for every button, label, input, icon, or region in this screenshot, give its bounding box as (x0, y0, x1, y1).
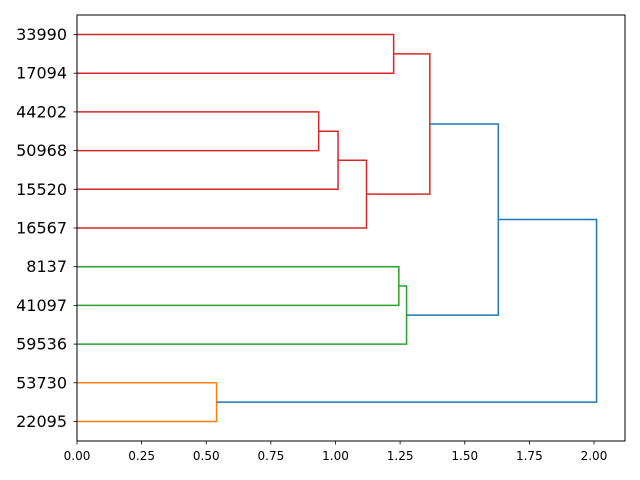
x-tick-label: 1.50 (451, 449, 478, 463)
x-axis: 0.00 0.25 0.50 0.75 1.00 1.25 1.50 1.75 2.00 (64, 441, 608, 463)
x-tick-label: 0.00 (64, 449, 91, 463)
dendrogram-link (77, 159, 368, 229)
leaf-label: 41097 (16, 296, 67, 315)
x-tick-label: 0.25 (128, 449, 155, 463)
leaf-label: 44202 (16, 102, 67, 121)
x-tick-label: 1.75 (516, 449, 543, 463)
dendrogram-link (216, 218, 598, 403)
leaf-label: 59536 (16, 335, 67, 354)
x-tick-label: 1.25 (387, 449, 414, 463)
x-tick-label: 2.00 (581, 449, 608, 463)
leaf-label: 53730 (16, 373, 67, 392)
leaf-labels: 33990 17094 44202 50968 15520 16567 8137 41097 5… (16, 25, 77, 431)
leaf-label: 15520 (16, 180, 67, 199)
x-tick-label: 0.75 (258, 449, 285, 463)
x-tick-label: 1.00 (322, 449, 349, 463)
dendrogram-link (77, 130, 339, 191)
dendrogram-links (77, 33, 598, 423)
leaf-label: 17094 (16, 64, 67, 83)
leaf-label: 8137 (26, 257, 67, 276)
leaf-label: 50968 (16, 141, 67, 160)
leaf-label: 16567 (16, 219, 67, 238)
leaf-label: 33990 (16, 25, 67, 44)
x-tick-label: 0.50 (193, 449, 220, 463)
dendrogram-link (77, 285, 408, 345)
leaf-label: 22095 (16, 412, 67, 431)
